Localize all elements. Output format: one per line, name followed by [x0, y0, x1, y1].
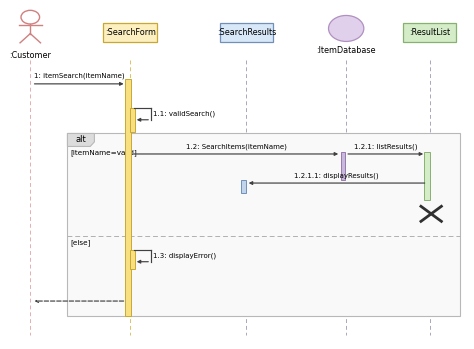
Text: 1.2.1.1: displayResults(): 1.2.1.1: displayResults() [294, 172, 379, 179]
Bar [130, 250, 135, 269]
Text: alt: alt [75, 135, 86, 144]
Bar [341, 152, 345, 180]
Bar [125, 79, 131, 317]
Text: 1.3: displayError(): 1.3: displayError() [154, 252, 217, 259]
FancyBboxPatch shape [403, 23, 456, 43]
Bar [241, 180, 246, 193]
Circle shape [328, 15, 364, 42]
Polygon shape [67, 133, 94, 147]
Text: :SearchResults: :SearchResults [217, 28, 276, 37]
Bar [130, 108, 135, 132]
FancyBboxPatch shape [219, 23, 273, 43]
Text: 1.2: SearchItems(itemName): 1.2: SearchItems(itemName) [186, 143, 286, 149]
Text: 1: itemSearch(itemName): 1: itemSearch(itemName) [34, 73, 124, 80]
Bar [424, 152, 430, 200]
Text: :ResultList: :ResultList [409, 28, 450, 37]
Text: [itemName=valid]: [itemName=valid] [70, 149, 137, 156]
Text: :Customer: :Customer [9, 51, 51, 60]
FancyBboxPatch shape [103, 23, 157, 43]
Text: [else]: [else] [70, 239, 91, 246]
Text: :ItemDatabase: :ItemDatabase [317, 46, 376, 54]
Text: :SearchForm: :SearchForm [105, 28, 155, 37]
Text: 1.2.1: listResults(): 1.2.1: listResults() [354, 143, 418, 149]
Text: 1.1: validSearch(): 1.1: validSearch() [154, 111, 216, 117]
Bar [67, 133, 460, 317]
